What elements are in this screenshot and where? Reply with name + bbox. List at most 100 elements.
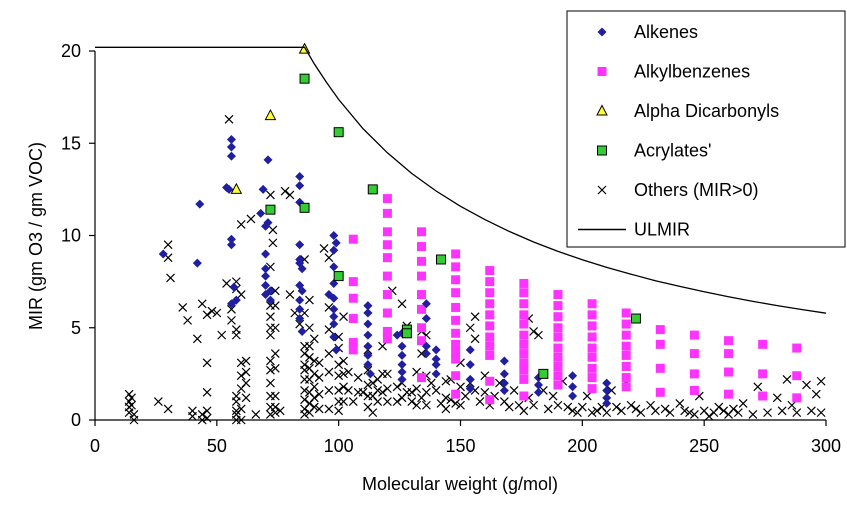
data-point xyxy=(305,295,314,305)
data-point xyxy=(675,398,685,408)
data-point xyxy=(265,204,276,215)
data-point xyxy=(363,319,373,329)
legend-marker-others xyxy=(597,185,607,195)
data-point xyxy=(266,365,275,375)
data-point xyxy=(333,271,344,282)
data-point xyxy=(553,371,563,381)
data-point xyxy=(421,387,431,397)
data-point xyxy=(451,371,461,381)
data-point xyxy=(602,393,612,403)
data-point xyxy=(153,397,163,406)
data-point xyxy=(568,391,578,401)
data-point xyxy=(543,404,553,414)
data-point xyxy=(324,386,334,395)
data-point xyxy=(261,280,271,290)
data-point xyxy=(295,314,305,324)
data-point xyxy=(782,374,792,384)
data-point xyxy=(485,277,495,287)
data-point xyxy=(382,369,392,379)
x-tick-label: 50 xyxy=(207,436,227,456)
data-point xyxy=(587,373,597,383)
series-ulmir xyxy=(95,46,827,314)
data-point xyxy=(441,376,451,386)
data-point xyxy=(587,352,597,362)
data-point xyxy=(270,301,280,311)
data-point xyxy=(816,408,826,418)
data-point xyxy=(382,326,392,336)
data-point xyxy=(763,408,772,418)
data-point xyxy=(616,406,626,416)
data-point xyxy=(417,304,427,314)
series-alkenes xyxy=(158,135,612,408)
data-point xyxy=(777,406,787,416)
data-point xyxy=(329,278,339,288)
data-point xyxy=(587,408,597,418)
data-point xyxy=(417,373,427,383)
data-point xyxy=(295,304,305,314)
data-point xyxy=(519,278,529,288)
data-point xyxy=(738,398,748,408)
data-point xyxy=(329,245,339,255)
data-point xyxy=(806,406,816,416)
data-point xyxy=(358,387,368,397)
data-point xyxy=(485,341,495,351)
data-point xyxy=(621,341,631,351)
data-point xyxy=(231,397,241,406)
series-acrylates xyxy=(265,73,641,379)
data-point xyxy=(451,249,461,259)
data-point xyxy=(538,368,549,379)
data-point xyxy=(339,397,348,406)
legend-box xyxy=(566,10,846,248)
data-point xyxy=(485,266,495,276)
data-point xyxy=(407,387,417,397)
data-point xyxy=(183,315,193,325)
data-point xyxy=(587,343,597,353)
x-tick-label: 100 xyxy=(324,436,354,456)
data-point xyxy=(553,380,563,390)
data-point xyxy=(319,243,329,253)
data-point xyxy=(704,411,714,421)
data-point xyxy=(229,282,239,292)
data-point xyxy=(417,227,427,237)
data-point xyxy=(382,334,392,344)
data-point xyxy=(451,302,461,312)
data-point xyxy=(421,341,431,351)
data-point xyxy=(197,299,207,309)
data-point xyxy=(392,397,402,406)
data-point xyxy=(324,253,334,263)
data-point xyxy=(441,393,451,403)
data-point xyxy=(602,408,612,418)
data-point xyxy=(587,321,597,331)
data-point xyxy=(236,358,246,368)
data-point xyxy=(792,393,802,403)
data-point xyxy=(236,404,246,414)
legend-label-alkylbenzenes: Alkylbenzenes xyxy=(634,62,750,82)
data-point xyxy=(329,231,339,240)
data-point xyxy=(261,264,271,274)
data-point xyxy=(295,240,305,250)
data-point xyxy=(127,400,136,410)
data-point xyxy=(305,341,314,351)
data-point xyxy=(231,406,241,416)
data-point xyxy=(236,371,246,381)
data-point xyxy=(265,295,275,305)
data-point xyxy=(787,400,797,410)
data-point xyxy=(297,264,307,274)
y-ticks: 0 5 10 15 20 xyxy=(61,41,95,430)
data-point xyxy=(266,410,275,419)
data-point xyxy=(519,299,529,309)
y-tick-label: 15 xyxy=(61,133,81,153)
data-point xyxy=(577,402,587,412)
data-point xyxy=(417,290,427,300)
data-point xyxy=(158,249,168,259)
data-point xyxy=(417,349,426,359)
data-point xyxy=(367,184,378,195)
data-point xyxy=(451,389,461,399)
data-point xyxy=(431,354,441,364)
data-point xyxy=(431,369,441,379)
data-point xyxy=(339,356,348,366)
data-point xyxy=(127,393,136,403)
data-point xyxy=(224,114,234,124)
data-point xyxy=(297,326,307,336)
data-point xyxy=(568,382,578,392)
